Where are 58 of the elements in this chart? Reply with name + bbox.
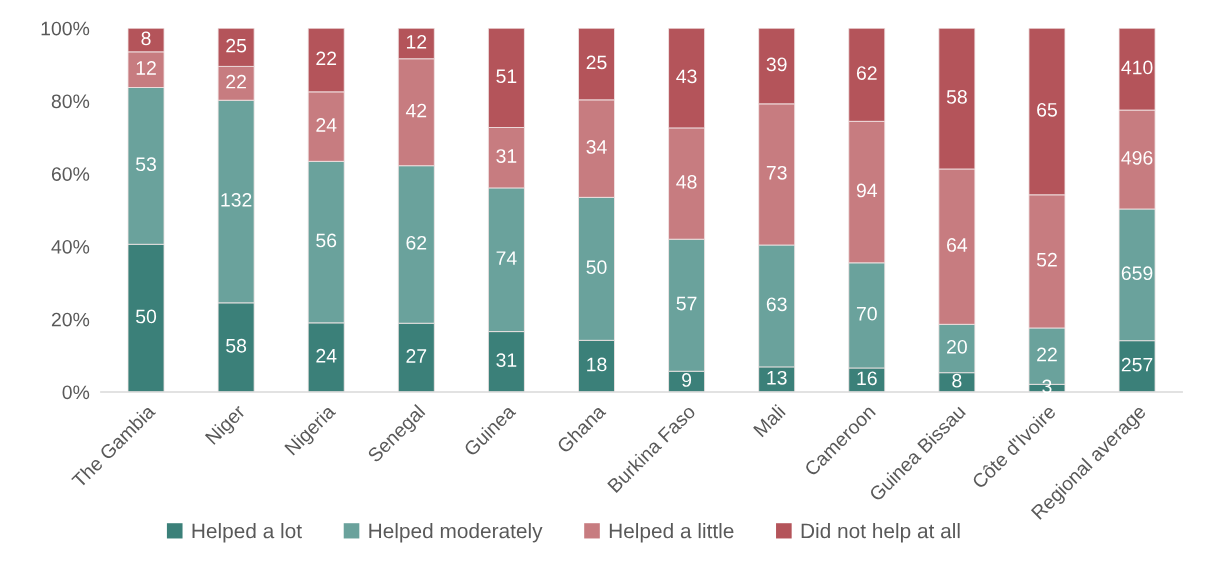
legend-label: Helped a lot xyxy=(192,523,302,543)
annotation: 39 xyxy=(766,57,787,72)
annotation: 73 xyxy=(766,165,787,180)
annotation: 16 xyxy=(857,371,877,386)
annotation: 22 xyxy=(1037,347,1057,362)
annotation: 8 xyxy=(141,31,151,46)
annotation: 52 xyxy=(1036,252,1057,267)
annotation: 22 xyxy=(316,51,337,66)
y-tick-label: 20% xyxy=(51,312,90,327)
annotation: 18 xyxy=(587,357,607,372)
annotation: 63 xyxy=(766,297,787,312)
y-tick-label: 0% xyxy=(62,385,90,400)
annotation: 58 xyxy=(946,90,967,104)
annotation: 56 xyxy=(316,233,337,248)
annotation: 62 xyxy=(406,235,427,250)
annotation: 257 xyxy=(1121,357,1153,372)
annotation: 20 xyxy=(947,339,967,354)
legend-label: Helped moderately xyxy=(369,523,543,543)
annotation: 94 xyxy=(856,183,878,198)
annotation: 50 xyxy=(586,260,607,275)
annotation: 42 xyxy=(405,103,427,118)
annotation: 24 xyxy=(316,348,337,363)
annotation: 51 xyxy=(496,69,517,84)
annotation: 12 xyxy=(136,61,156,75)
y-tick-label: 80% xyxy=(51,94,90,109)
annotation: 48 xyxy=(676,174,697,189)
legend-label: Did not help at all xyxy=(801,523,960,543)
annotation: 57 xyxy=(676,296,697,311)
annotation: 27 xyxy=(406,349,427,363)
annotation: 410 xyxy=(1121,60,1153,75)
annotation: 496 xyxy=(1121,150,1153,165)
annotation: 24 xyxy=(316,118,337,132)
annotation: 25 xyxy=(226,38,247,53)
annotation: 64 xyxy=(947,238,968,252)
annotation: 65 xyxy=(1037,102,1057,117)
annotation: 659 xyxy=(1121,266,1153,281)
annotation: 13 xyxy=(767,370,787,385)
y-tick-label: 100% xyxy=(41,21,90,36)
y-tick-label: 40% xyxy=(51,239,90,254)
y-tick-label: 60% xyxy=(51,167,90,181)
annotation: 132 xyxy=(221,192,252,207)
annotation: 22 xyxy=(226,74,246,89)
annotation: 43 xyxy=(676,69,697,84)
annotation: 31 xyxy=(496,149,517,163)
annotation: 74 xyxy=(496,251,517,265)
x-tick-label: Mali xyxy=(752,404,786,438)
annotation: 12 xyxy=(406,34,427,49)
annotation: 58 xyxy=(226,338,247,353)
annotation: 70 xyxy=(856,306,877,321)
annotation: 9 xyxy=(682,373,692,387)
annotation: 53 xyxy=(135,157,156,172)
annotation: 8 xyxy=(952,373,962,388)
annotation: 31 xyxy=(496,353,517,368)
annotation: 34 xyxy=(586,140,607,154)
annotation: 25 xyxy=(586,55,607,70)
annotation: 62 xyxy=(856,66,877,80)
annotation: 50 xyxy=(135,309,157,324)
legend-label: Helped a little xyxy=(609,523,734,543)
